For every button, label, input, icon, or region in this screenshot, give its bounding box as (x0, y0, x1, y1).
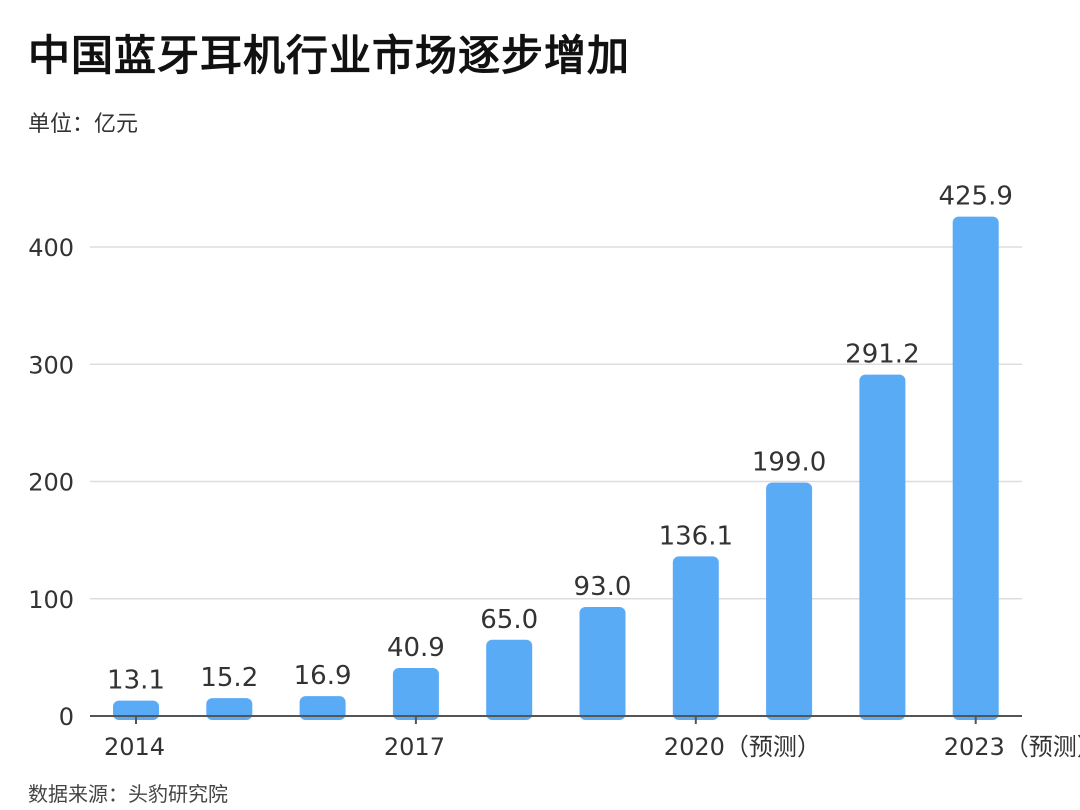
unit-label: 单位：亿元 (28, 112, 139, 137)
data-label: 93.0 (574, 572, 632, 602)
bar (672, 556, 719, 720)
y-tick-label: 0 (59, 703, 74, 731)
bar (299, 696, 346, 720)
x-tick-label: 2014 (104, 733, 165, 761)
bar (206, 698, 253, 720)
data-label: 136.1 (659, 521, 733, 551)
y-tick-label: 100 (28, 586, 74, 614)
bar (952, 216, 999, 720)
data-label: 16.9 (294, 661, 352, 691)
bar (859, 374, 906, 720)
bar (486, 639, 533, 720)
y-tick-label: 300 (28, 351, 74, 379)
data-label: 13.1 (107, 666, 165, 696)
chart-title: 中国蓝牙耳机行业市场逐步增加 (28, 31, 631, 80)
y-tick-label: 400 (28, 234, 74, 262)
y-tick-label: 200 (28, 469, 74, 497)
data-label: 291.2 (845, 340, 919, 370)
x-tick-label: 2017 (384, 733, 445, 761)
x-tick-label: 2020（预测） (664, 733, 821, 761)
bar (579, 606, 626, 720)
bar (392, 668, 439, 720)
data-label: 15.2 (200, 663, 258, 693)
bar (766, 482, 813, 720)
source-note: 数据来源：头豹研究院 (28, 782, 228, 806)
data-label: 199.0 (752, 448, 826, 478)
data-label: 40.9 (387, 633, 445, 663)
x-tick-label: 2023（预测） (944, 733, 1080, 761)
data-label: 425.9 (938, 182, 1012, 212)
data-label: 65.0 (480, 605, 538, 635)
